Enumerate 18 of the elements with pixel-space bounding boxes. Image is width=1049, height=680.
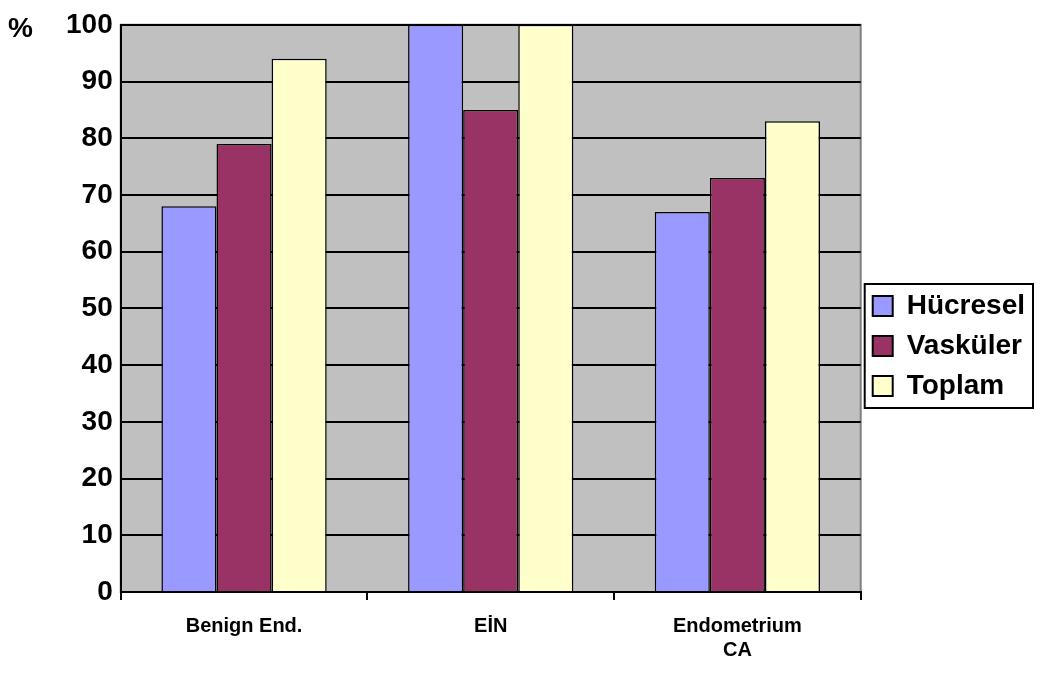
y-tick-label: 100 bbox=[66, 7, 113, 39]
y-tick-label: 90 bbox=[81, 64, 113, 96]
legend-label: Hücresel bbox=[906, 288, 1026, 320]
y-tick-label: 80 bbox=[81, 120, 113, 152]
y-tick-label: 50 bbox=[81, 291, 113, 323]
legend-label: Toplam bbox=[906, 368, 1005, 400]
y-tick-label: 60 bbox=[81, 234, 113, 266]
legend-label: Vasküler bbox=[906, 328, 1023, 360]
x-tick-label: EİN bbox=[474, 613, 508, 636]
y-axis-title: % bbox=[8, 11, 33, 43]
y-tick-label: 0 bbox=[97, 574, 113, 606]
x-tick-label: Endometrium CA bbox=[672, 613, 802, 660]
x-tick-label: Benign End. bbox=[185, 613, 303, 636]
y-tick-label: 10 bbox=[81, 518, 113, 549]
y-tick-label: 30 bbox=[81, 404, 113, 436]
y-tick-label: 40 bbox=[81, 347, 113, 379]
y-tick-label: 20 bbox=[81, 461, 113, 493]
y-tick-label: 70 bbox=[81, 177, 113, 209]
